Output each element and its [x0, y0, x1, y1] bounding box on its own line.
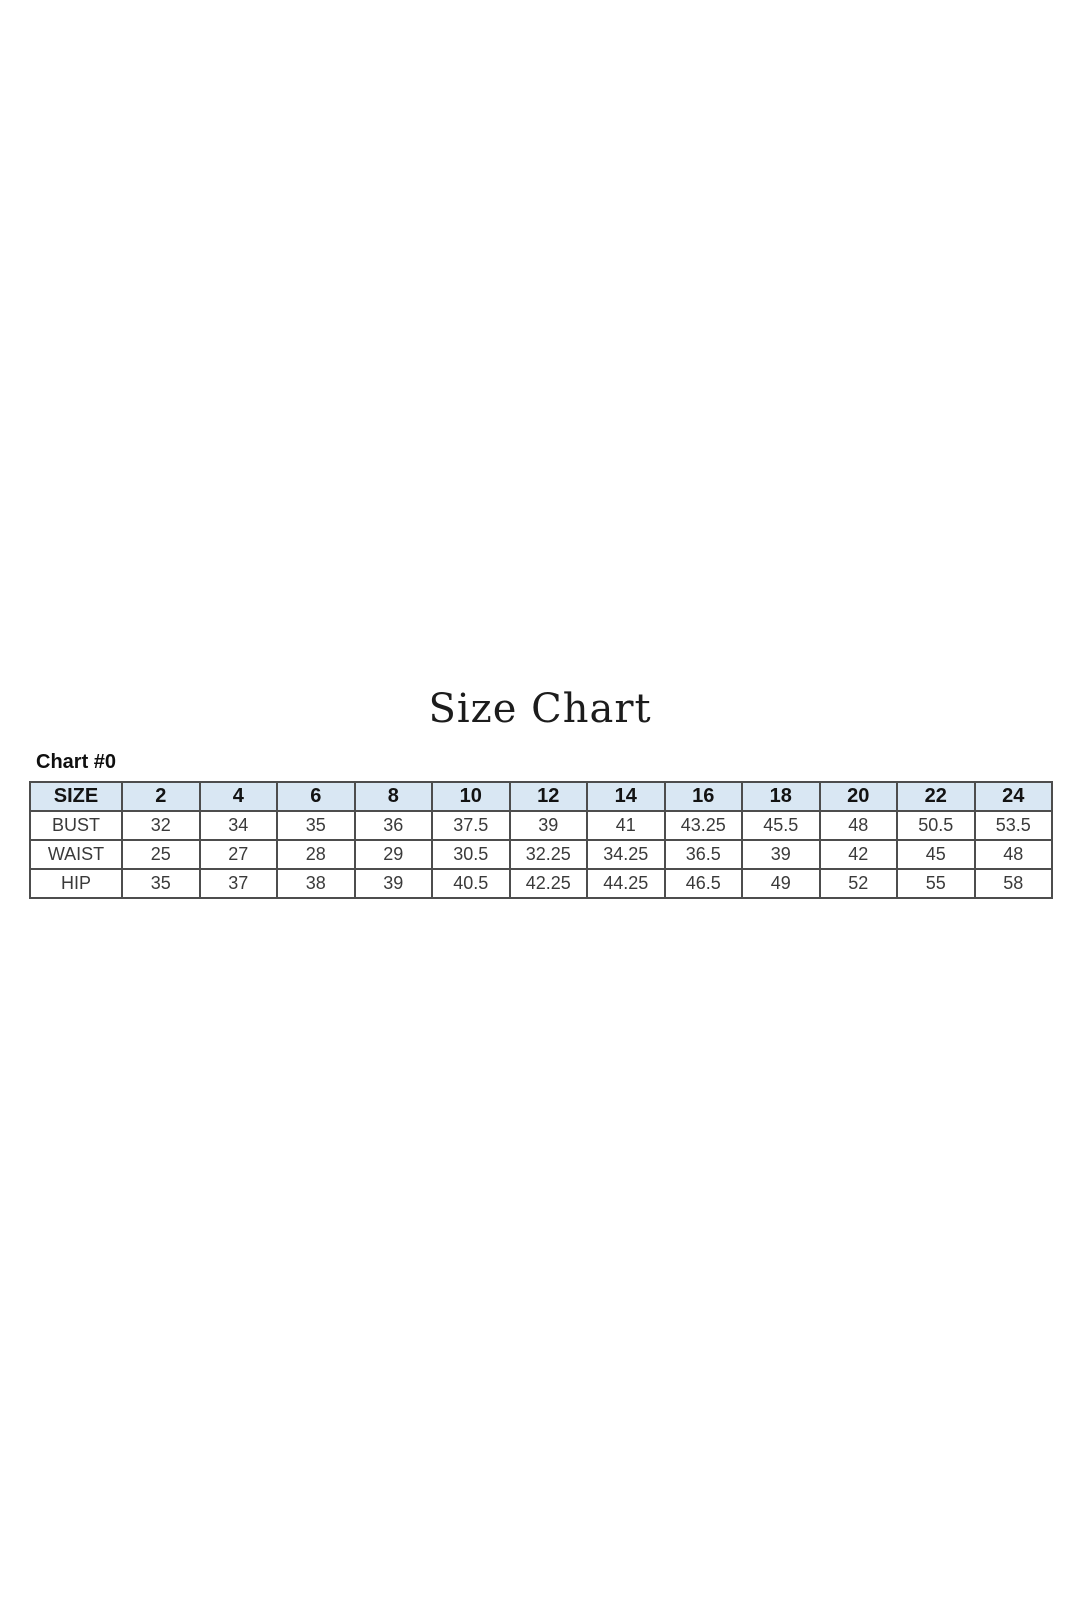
- value-cell: 49: [741, 868, 821, 899]
- value-cell: 45: [896, 839, 976, 870]
- value-cell: 42: [818, 839, 898, 870]
- size-column-header: 14: [586, 781, 666, 812]
- page-title: Size Chart: [428, 686, 652, 732]
- value-cell: 55: [896, 868, 976, 899]
- row-label-cell: HIP: [29, 868, 123, 899]
- value-cell: 46.5: [663, 868, 743, 899]
- table-row: WAIST 25 27 28 29 30.5 32.25 34.25 36.5 39 42 45 48: [29, 839, 1053, 870]
- value-cell: 30.5: [431, 839, 511, 870]
- value-cell: 32.25: [508, 839, 588, 870]
- value-cell: 40.5: [431, 868, 511, 899]
- value-cell: 39: [741, 839, 821, 870]
- value-cell: 36.5: [663, 839, 743, 870]
- size-column-header: 10: [431, 781, 511, 812]
- value-cell: 34.25: [586, 839, 666, 870]
- value-cell: 53.5: [973, 810, 1053, 841]
- size-column-header: 6: [276, 781, 356, 812]
- size-column-header: 18: [741, 781, 821, 812]
- value-cell: 25: [121, 839, 201, 870]
- value-cell: 43.25: [663, 810, 743, 841]
- value-cell: 34: [198, 810, 278, 841]
- size-chart-table: SIZE 2 4 6 8 10 12 14 16 18 20 22 24 BUST 32 34 35 36 37.…: [29, 781, 1053, 899]
- value-cell: 41: [586, 810, 666, 841]
- size-column-header: 20: [818, 781, 898, 812]
- row-label-cell: WAIST: [29, 839, 123, 870]
- value-cell: 37.5: [431, 810, 511, 841]
- value-cell: 39: [353, 868, 433, 899]
- value-cell: 35: [121, 868, 201, 899]
- size-column-header: 24: [973, 781, 1053, 812]
- value-cell: 44.25: [586, 868, 666, 899]
- row-label-cell: BUST: [29, 810, 123, 841]
- table-header-row: SIZE 2 4 6 8 10 12 14 16 18 20 22 24: [29, 781, 1053, 812]
- size-column-header: 8: [353, 781, 433, 812]
- value-cell: 35: [276, 810, 356, 841]
- value-cell: 29: [353, 839, 433, 870]
- value-cell: 37: [198, 868, 278, 899]
- value-cell: 45.5: [741, 810, 821, 841]
- size-header-cell: SIZE: [29, 781, 123, 812]
- table-header: SIZE 2 4 6 8 10 12 14 16 18 20 22 24: [29, 781, 1053, 812]
- value-cell: 28: [276, 839, 356, 870]
- value-cell: 32: [121, 810, 201, 841]
- value-cell: 39: [508, 810, 588, 841]
- value-cell: 48: [818, 810, 898, 841]
- size-column-header: 4: [198, 781, 278, 812]
- value-cell: 36: [353, 810, 433, 841]
- table-row: HIP 35 37 38 39 40.5 42.25 44.25 46.5 49 52 55 58: [29, 868, 1053, 899]
- value-cell: 52: [818, 868, 898, 899]
- chart-label: Chart #0: [36, 751, 117, 773]
- value-cell: 38: [276, 868, 356, 899]
- value-cell: 50.5: [896, 810, 976, 841]
- size-column-header: 12: [508, 781, 588, 812]
- size-column-header: 22: [896, 781, 976, 812]
- value-cell: 48: [973, 839, 1053, 870]
- value-cell: 58: [973, 868, 1053, 899]
- value-cell: 42.25: [508, 868, 588, 899]
- size-column-header: 16: [663, 781, 743, 812]
- table-body: BUST 32 34 35 36 37.5 39 41 43.25 45.5 48 50.5 53.5 W…: [29, 810, 1053, 899]
- size-column-header: 2: [121, 781, 201, 812]
- table-row: BUST 32 34 35 36 37.5 39 41 43.25 45.5 48 50.5 53.5: [29, 810, 1053, 841]
- value-cell: 27: [198, 839, 278, 870]
